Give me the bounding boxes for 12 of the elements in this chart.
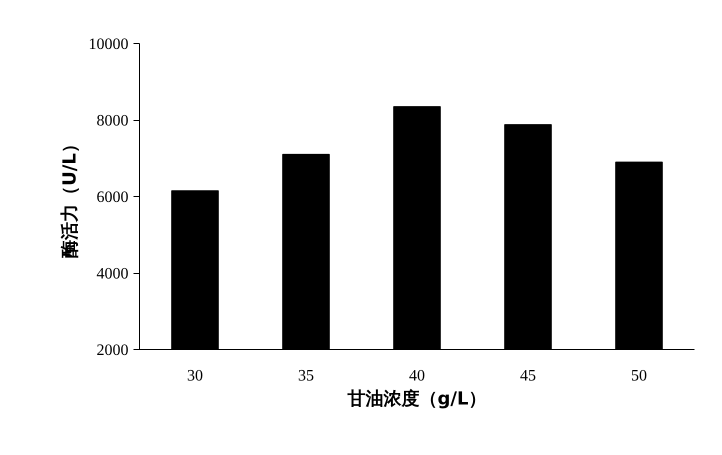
- y-axis-title: 酶活力（U/L）: [60, 135, 80, 258]
- y-tick-label: 2000: [96, 342, 128, 359]
- x-tick-label: 45: [520, 368, 536, 384]
- y-tick-label: 8000: [96, 112, 128, 130]
- x-tick-label: 30: [187, 368, 203, 384]
- y-tick-label: 4000: [96, 266, 128, 282]
- x-tick-label: 50: [631, 368, 647, 384]
- y-tick-label: 10000: [88, 36, 128, 53]
- x-axis-title: 甘油浓度（g/L）: [346, 388, 486, 410]
- x-tick-label: 40: [409, 368, 425, 384]
- y-tick-label: 6000: [96, 189, 128, 206]
- x-tick-label: 35: [298, 368, 314, 384]
